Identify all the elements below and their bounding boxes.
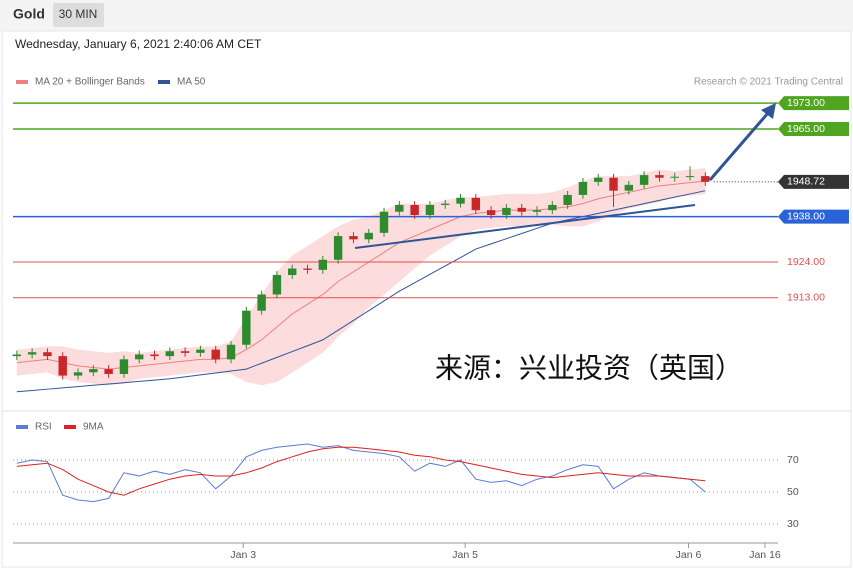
watermark: 来源：兴业投资（英国）	[435, 352, 743, 383]
candle-body	[257, 294, 266, 311]
y-tick-label: 30	[787, 518, 799, 530]
candle-body	[196, 349, 205, 353]
level-label: 1913.00	[787, 292, 825, 304]
candle-body	[594, 177, 603, 182]
header-bar	[0, 0, 853, 31]
candle-body	[135, 354, 144, 360]
candle-body	[548, 204, 557, 211]
candle-body	[425, 204, 435, 216]
candle-body	[89, 369, 98, 373]
candle-body	[410, 204, 419, 216]
candle-body	[272, 275, 282, 295]
candle-body	[624, 184, 634, 191]
candle-body	[379, 211, 389, 233]
trend-line	[354, 204, 696, 249]
candle-body	[180, 351, 190, 353]
candle-body	[165, 351, 175, 357]
legend-label: 9MA	[83, 422, 104, 433]
x-tick-label: Jan 3	[230, 549, 256, 561]
candle-body	[364, 232, 373, 240]
candle-body	[150, 354, 159, 357]
legend-label: RSI	[35, 422, 52, 433]
candle-body	[578, 181, 588, 195]
datetime: Wednesday, January 6, 2021 2:40:06 AM CE…	[15, 37, 262, 51]
legend-swatch	[64, 425, 76, 429]
legend-swatch	[16, 425, 28, 429]
x-tick-label: Jan 5	[452, 549, 478, 561]
candle-body	[318, 259, 328, 270]
candle-body	[563, 194, 572, 205]
candle-body	[333, 236, 343, 260]
candle-body	[655, 175, 664, 178]
legend-swatch	[16, 80, 28, 84]
candle-body	[502, 207, 511, 216]
candle-body	[639, 175, 649, 185]
candle-body	[211, 349, 220, 360]
last-price-box	[778, 174, 849, 189]
candle-body	[303, 268, 312, 270]
timeframe-box	[53, 3, 104, 27]
ma-line	[16, 190, 706, 393]
candle-body	[395, 204, 404, 212]
symbol: Gold	[13, 6, 45, 22]
candle-body	[288, 268, 297, 276]
candle-body	[119, 359, 129, 374]
legend-swatch	[158, 80, 170, 84]
candle-body	[685, 176, 695, 178]
level-label-box	[778, 96, 849, 111]
level-label: 1938.00	[787, 210, 825, 222]
candle-body	[609, 177, 618, 191]
candle-body	[104, 369, 113, 374]
candle-body	[456, 197, 465, 204]
panel-border	[1, 30, 852, 568]
candle-body	[242, 310, 251, 345]
arrow-head	[761, 103, 776, 119]
candle-body	[532, 210, 542, 212]
x-tick-label: Jan 6	[676, 549, 702, 561]
indicator-line	[16, 443, 706, 503]
y-tick-label: 70	[787, 454, 799, 466]
level-label-box	[778, 209, 849, 224]
candle-body	[441, 203, 450, 205]
legend-label: MA 20 + Bollinger Bands	[35, 77, 145, 88]
x-tick-label: Jan 16	[749, 549, 781, 561]
candle-body	[670, 176, 679, 178]
ma-line	[16, 180, 706, 370]
level-label: 1973.00	[787, 97, 825, 109]
candle-body	[517, 207, 526, 212]
candle-body	[43, 352, 52, 357]
level-label: 1924.00	[787, 256, 825, 268]
level-label: 1965.00	[787, 123, 825, 135]
candle-body	[349, 236, 358, 240]
timeframe: 30 MIN	[59, 7, 98, 21]
candle-body	[471, 197, 481, 211]
candle-body	[58, 356, 67, 376]
legend-label: MA 50	[177, 77, 206, 88]
candle-body	[701, 176, 710, 182]
level-label-box	[778, 122, 849, 137]
target-arrow	[708, 112, 770, 181]
candle-body	[486, 210, 496, 216]
candle-body	[226, 344, 236, 360]
copyright: Research © 2021 Trading Central	[694, 77, 843, 88]
candle-body	[27, 352, 37, 355]
candle-body	[12, 354, 22, 357]
y-tick-label: 50	[787, 486, 799, 498]
indicator-line	[16, 446, 706, 496]
bollinger-band	[16, 167, 706, 386]
last-price-label: 1948.72	[787, 176, 825, 188]
candle-body	[73, 372, 83, 376]
